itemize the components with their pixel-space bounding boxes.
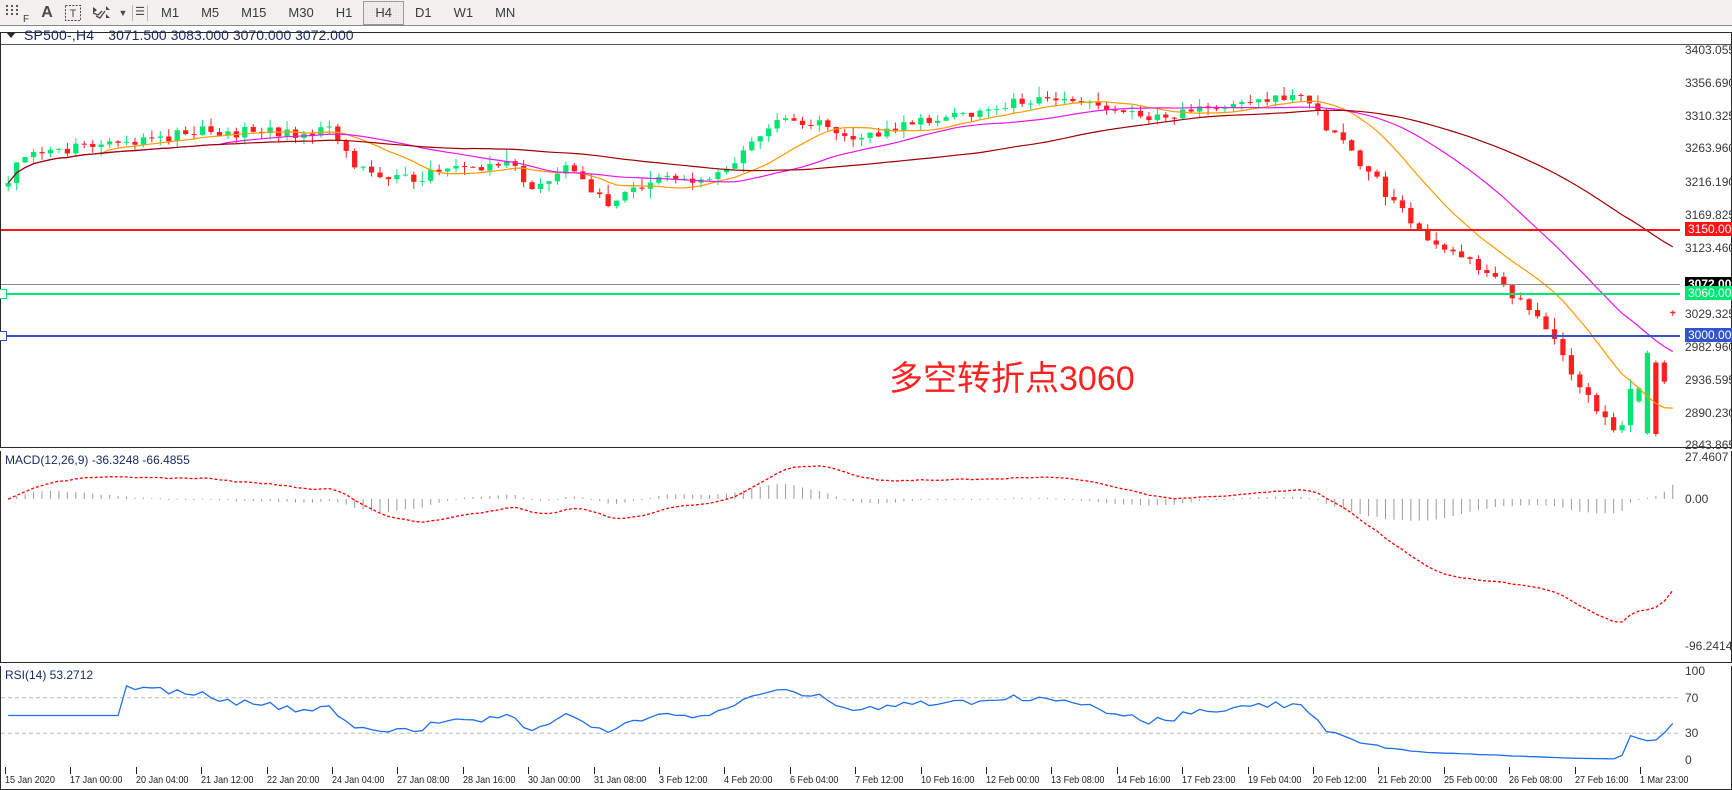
svg-text:F: F bbox=[23, 14, 29, 23]
svg-text:T: T bbox=[70, 8, 77, 20]
